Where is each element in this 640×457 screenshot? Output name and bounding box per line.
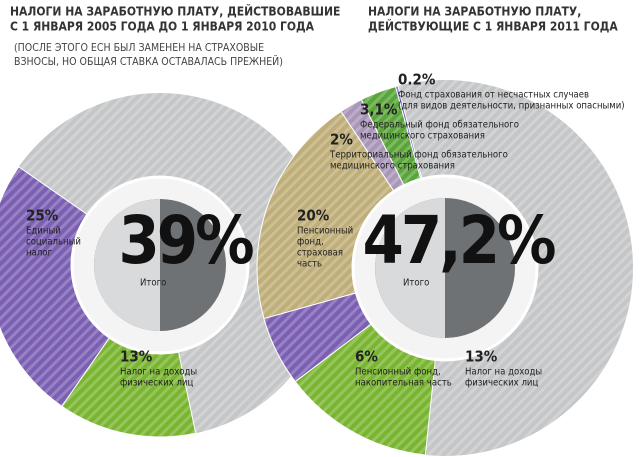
- segment-label: физических лиц: [465, 378, 538, 389]
- segment-texture: [263, 292, 372, 382]
- segment-label: накопительная часть: [355, 378, 452, 389]
- total-value: 39%: [118, 202, 253, 279]
- segment-label: страховая: [297, 248, 343, 259]
- core-light: [375, 198, 445, 338]
- segment-label: налог: [26, 248, 53, 259]
- segment-label: (для видов деятельности, признанных опас…: [398, 101, 625, 112]
- segment-texture: [340, 99, 405, 192]
- core-light: [94, 199, 160, 331]
- segment-texture: [395, 86, 422, 180]
- segment-label: Федеральный фонд обязательного: [360, 120, 519, 131]
- segment-label: медицинского страхования: [330, 161, 455, 172]
- segment-label: физических лиц: [120, 378, 193, 389]
- total-caption: Итого: [140, 278, 166, 289]
- segment-texture: [257, 111, 395, 319]
- donut: 47,2%Итого: [256, 80, 633, 456]
- segment-texture: [0, 166, 110, 407]
- segment-value-label: 13%: [120, 348, 153, 366]
- title-backdrop: [6, 2, 346, 74]
- segment-value-label: 20%: [297, 207, 330, 225]
- segment-label: Налог на доходы: [465, 367, 542, 378]
- segment-value-label: 25%: [26, 207, 59, 225]
- chart-title: С 1 ЯНВАРЯ 2005 ГОДА ДО 1 ЯНВАРЯ 2010 ГО…: [10, 20, 315, 34]
- total-caption: Итого: [403, 278, 429, 289]
- chart-subtitle: ВЗНОСЫ, НО ОБЩАЯ СТАВКА ОСТАВАЛАСЬ ПРЕЖН…: [14, 55, 283, 68]
- segment-label: часть: [297, 259, 322, 270]
- chart-subtitle: (ПОСЛЕ ЭТОГО ЕСН БЫЛ ЗАМЕНЕН НА СТРАХОВЫ…: [14, 42, 264, 54]
- segment-label: Фонд страхования от несчастных случаев: [398, 90, 589, 101]
- segment-value-label: 0.2%: [398, 71, 436, 89]
- total-value: 47,2%: [363, 202, 556, 279]
- segment-label: социальный: [26, 237, 81, 248]
- segment-label: фонд,: [297, 237, 324, 248]
- segment-label: Пенсионный фонд,: [355, 367, 441, 378]
- segment-label: медицинского страхования: [360, 131, 485, 142]
- segment-label: Пенсионный: [297, 226, 353, 237]
- donut: 39%Итого: [0, 93, 332, 438]
- title-backdrop: [364, 2, 636, 42]
- segment-value-label: 6%: [355, 348, 378, 366]
- chart-title: ДЕЙСТВУЮЩИЕ С 1 ЯНВАРЯ 2011 ГОДА: [368, 19, 618, 34]
- segment-texture: [361, 86, 421, 186]
- segment-value-label: 13%: [465, 348, 498, 366]
- segment-label: Единый: [26, 226, 61, 237]
- chart-title: НАЛОГИ НА ЗАРАБОТНУЮ ПЛАТУ, ДЕЙСТВОВАВШИ…: [10, 4, 340, 19]
- segment-texture: [295, 323, 436, 455]
- segment-texture: [61, 337, 196, 437]
- segment-value-label: 2%: [330, 131, 353, 149]
- segment-value-label: 3,1%: [360, 101, 398, 119]
- segment-label: Налог на доходы: [120, 367, 197, 378]
- segment-label: Территориальный фонд обязательного: [329, 150, 508, 161]
- chart-title: НАЛОГИ НА ЗАРАБОТНУЮ ПЛАТУ,: [368, 5, 581, 19]
